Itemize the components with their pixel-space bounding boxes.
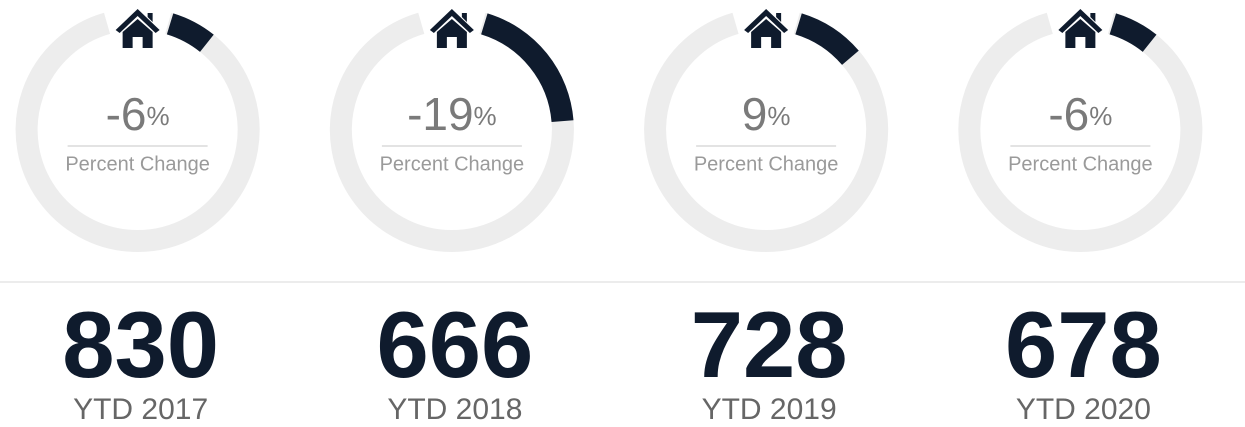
caption: Percent Change [1008, 153, 1153, 175]
ring-track [15, 12, 260, 252]
percent-text: 9% [742, 88, 791, 140]
percent-unit: % [767, 101, 790, 131]
percent-unit: % [147, 101, 170, 131]
kpi-value: 666 [376, 292, 533, 397]
ring-track [644, 12, 889, 252]
ring-track [958, 12, 1203, 252]
percent-value: -6 [1048, 88, 1089, 140]
house-icon [429, 9, 474, 48]
percent-value: -19 [407, 88, 473, 140]
kpi-value: 728 [691, 292, 848, 397]
percent-unit: % [1089, 101, 1112, 131]
house-icon [744, 9, 789, 48]
percent-text: -19% [407, 88, 497, 140]
caption: Percent Change [380, 153, 525, 175]
kpi-value: 830 [62, 292, 219, 397]
caption: Percent Change [694, 153, 839, 175]
percent-text: -6% [106, 88, 170, 140]
house-icon [115, 9, 160, 48]
percent-text: -6% [1048, 88, 1112, 140]
ring-value [1109, 13, 1157, 53]
percent-value: 9 [742, 88, 768, 140]
house-icon [1058, 9, 1103, 48]
kpi-label: YTD 2018 [387, 393, 522, 426]
ring-value [480, 13, 574, 123]
caption: Percent Change [65, 153, 210, 175]
kpi-label: YTD 2017 [73, 393, 208, 426]
kpi-label: YTD 2019 [702, 393, 837, 426]
kpi-label: YTD 2020 [1016, 393, 1151, 426]
ring-value [795, 13, 859, 66]
kpi-value: 678 [1005, 292, 1162, 397]
ring-value [166, 13, 214, 53]
percent-unit: % [474, 101, 497, 131]
percent-value: -6 [106, 88, 147, 140]
